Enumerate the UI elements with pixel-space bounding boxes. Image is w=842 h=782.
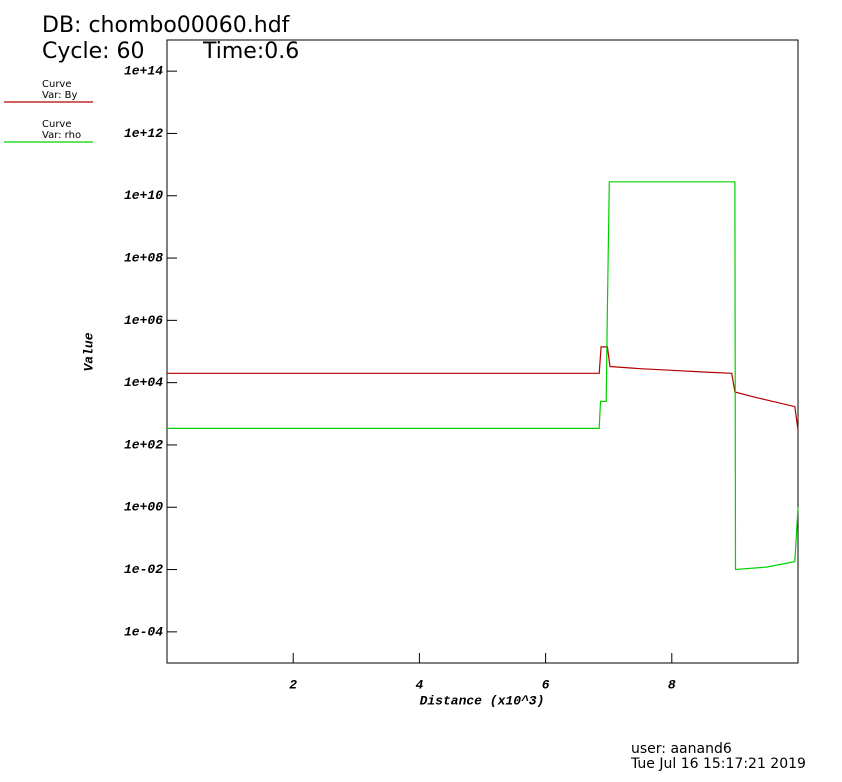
y-tick-label: 1e+14	[124, 64, 163, 79]
legend-name: Var: rho	[42, 130, 81, 141]
x-tick-label: 6	[542, 677, 550, 692]
x-tick-label: 4	[415, 677, 423, 692]
chart-title: DB: chombo00060.hdf	[42, 13, 291, 38]
series-line	[167, 346, 799, 431]
y-tick-label: 1e+06	[124, 313, 163, 328]
y-tick-label: 1e+08	[124, 250, 163, 265]
y-tick-label: 1e+10	[124, 188, 163, 203]
y-tick-label: 1e+04	[124, 375, 163, 390]
x-tick-label: 2	[289, 677, 297, 692]
y-tick-label: 1e+00	[124, 500, 163, 515]
x-tick-label: 8	[668, 677, 676, 692]
date-label: Tue Jul 16 15:17:21 2019	[630, 756, 806, 772]
y-tick-label: 1e+02	[124, 437, 163, 452]
legend-name: Var: By	[42, 90, 78, 101]
y-tick-label: 1e-02	[124, 562, 163, 577]
series-line	[167, 181, 799, 571]
user-label: user: aanand6	[631, 741, 732, 757]
y-tick-label: 1e-04	[124, 624, 163, 639]
x-axis-label: Distance (x10^3)	[420, 693, 545, 708]
y-tick-label: 1e+12	[124, 126, 163, 141]
plot-frame	[166, 39, 799, 664]
time-label: Time:0.6	[202, 39, 299, 64]
y-axis-label: Value	[81, 332, 96, 371]
legend-label: Curve	[42, 119, 72, 130]
cycle-label: Cycle: 60	[42, 39, 145, 64]
legend-label: Curve	[42, 79, 72, 90]
